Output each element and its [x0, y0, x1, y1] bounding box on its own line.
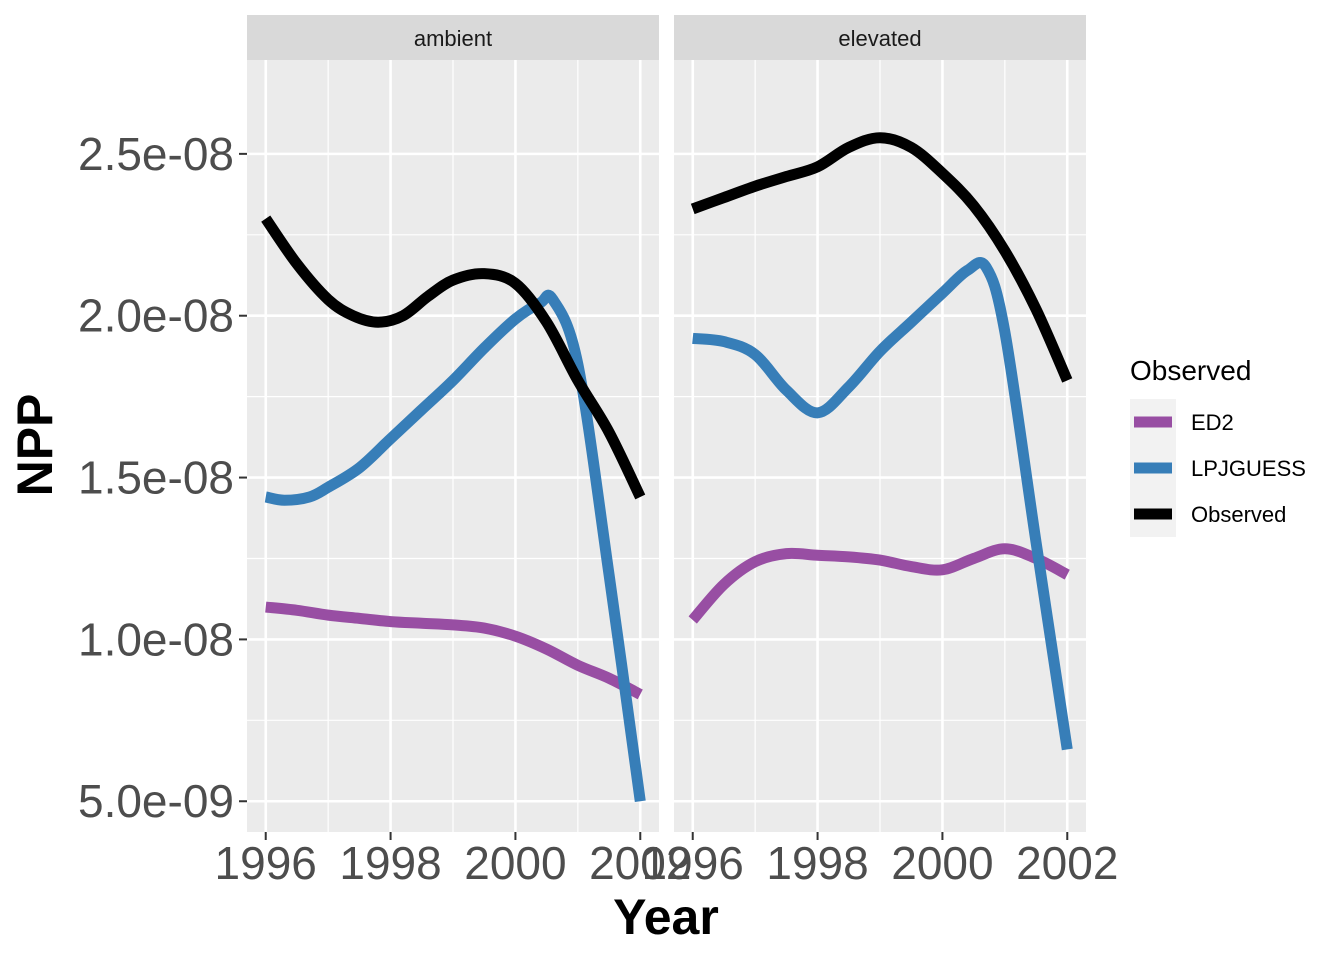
y-tick-label: 5.0e-09	[78, 775, 234, 827]
panel-elevated: elevated	[674, 15, 1086, 832]
x-tick-label: 1998	[339, 837, 441, 889]
x-tick-label: 2000	[891, 837, 993, 889]
x-tick-label: 2002	[1016, 837, 1118, 889]
y-tick-label: 2.5e-08	[78, 128, 234, 180]
panel-ambient: ambient	[247, 15, 659, 832]
x-axis-title: Year	[613, 889, 719, 945]
series-line-ed2-ambient	[265, 601, 643, 700]
facet-strip	[247, 15, 659, 60]
x-tick-label: 1996	[642, 837, 744, 889]
facet-strip-label: elevated	[838, 26, 921, 51]
series-line-lpjguess-ambient	[264, 289, 646, 803]
legend-title: Observed	[1130, 355, 1251, 386]
series-line-ed2-elevated	[688, 543, 1070, 624]
legend-label-ed2: ED2	[1191, 410, 1234, 435]
x-tick-label: 2000	[464, 837, 566, 889]
x-tick-label: 1996	[215, 837, 317, 889]
y-tick-label: 1.5e-08	[78, 452, 234, 504]
x-tick-label: 2002	[589, 837, 691, 889]
legend-label-lpjguess: LPJGUESS	[1191, 456, 1306, 481]
y-tick-label: 1.0e-08	[78, 613, 234, 665]
x-tick-label: 1998	[766, 837, 868, 889]
facet-strip-label: ambient	[414, 26, 492, 51]
y-tick-label: 2.0e-08	[78, 290, 234, 342]
facet-strip	[674, 15, 1086, 60]
legend-label-observed: Observed	[1191, 502, 1286, 527]
series-line-observed-ambient	[261, 215, 646, 500]
series-line-observed-elevated	[690, 132, 1073, 383]
series-line-lpjguess-elevated	[692, 257, 1073, 751]
y-axis-title: NPP	[7, 394, 63, 497]
legend: Observed ED2 LPJGUESS Observed	[1130, 355, 1306, 537]
